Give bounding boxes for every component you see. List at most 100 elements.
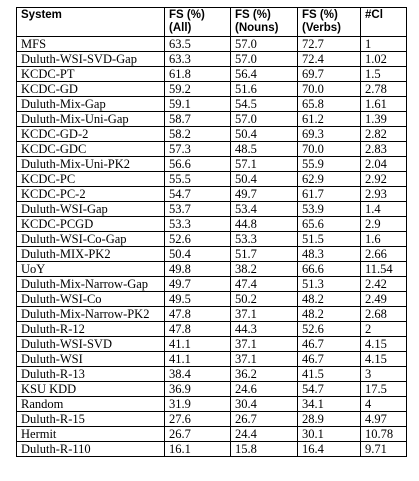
table-row: Duluth-R-15 27.6 26.7 28.9 4.97 <box>16 411 407 427</box>
cell-fs-verbs: 41.5 <box>297 366 361 382</box>
cell-fs-all: 16.1 <box>164 441 231 457</box>
cell-num-clusters: 3 <box>360 366 407 382</box>
cell-fs-verbs: 51.5 <box>297 231 361 247</box>
cell-fs-verbs: 46.7 <box>297 351 361 367</box>
cell-num-clusters: 1.4 <box>360 201 407 217</box>
cell-fs-nouns: 57.1 <box>230 156 298 172</box>
header-fs-verbs: FS (%) (Verbs) <box>297 7 361 37</box>
cell-fs-nouns: 24.6 <box>230 381 298 397</box>
cell-fs-verbs: 54.7 <box>297 381 361 397</box>
cell-fs-nouns: 15.8 <box>230 441 298 457</box>
cell-fs-nouns: 50.4 <box>230 171 298 187</box>
cell-fs-nouns: 53.4 <box>230 201 298 217</box>
cell-fs-all: 57.3 <box>164 141 231 157</box>
cell-fs-nouns: 37.1 <box>230 336 298 352</box>
cell-system: KCDC-GD-2 <box>16 126 165 142</box>
cell-fs-verbs: 46.7 <box>297 336 361 352</box>
cell-fs-all: 31.9 <box>164 396 231 412</box>
table-row: Duluth-R-110 16.1 15.8 16.4 9.71 <box>16 441 407 457</box>
table-row: Duluth-Mix-Narrow-Gap 49.7 47.4 51.3 2.42 <box>16 276 407 292</box>
table-row: Duluth-WSI 41.1 37.1 46.7 4.15 <box>16 351 407 367</box>
cell-num-clusters: 1.02 <box>360 51 407 67</box>
cell-fs-verbs: 34.1 <box>297 396 361 412</box>
table-row: Duluth-WSI-Gap 53.7 53.4 53.9 1.4 <box>16 201 407 217</box>
cell-fs-nouns: 50.4 <box>230 126 298 142</box>
cell-num-clusters: 9.71 <box>360 441 407 457</box>
cell-fs-nouns: 37.1 <box>230 351 298 367</box>
cell-num-clusters: 2.9 <box>360 216 407 232</box>
cell-num-clusters: 1.5 <box>360 66 407 82</box>
table-row: KCDC-GD 59.2 51.6 70.0 2.78 <box>16 81 407 97</box>
cell-system: MFS <box>16 36 165 52</box>
cell-fs-verbs: 53.9 <box>297 201 361 217</box>
cell-system: KCDC-PCGD <box>16 216 165 232</box>
cell-fs-nouns: 48.5 <box>230 141 298 157</box>
cell-fs-all: 36.9 <box>164 381 231 397</box>
cell-fs-nouns: 50.2 <box>230 291 298 307</box>
cell-system: UoY <box>16 261 165 277</box>
cell-num-clusters: 2.92 <box>360 171 407 187</box>
cell-fs-verbs: 62.9 <box>297 171 361 187</box>
cell-num-clusters: 4.15 <box>360 336 407 352</box>
cell-fs-verbs: 70.0 <box>297 81 361 97</box>
cell-fs-all: 50.4 <box>164 246 231 262</box>
cell-num-clusters: 2.83 <box>360 141 407 157</box>
cell-num-clusters: 2.78 <box>360 81 407 97</box>
cell-num-clusters: 2.04 <box>360 156 407 172</box>
cell-fs-nouns: 57.0 <box>230 51 298 67</box>
cell-fs-verbs: 66.6 <box>297 261 361 277</box>
cell-fs-all: 47.8 <box>164 306 231 322</box>
cell-fs-all: 63.3 <box>164 51 231 67</box>
table-row: KCDC-PCGD 53.3 44.8 65.6 2.9 <box>16 216 407 232</box>
cell-num-clusters: 4.15 <box>360 351 407 367</box>
cell-fs-all: 58.7 <box>164 111 231 127</box>
cell-fs-verbs: 52.6 <box>297 321 361 337</box>
cell-fs-verbs: 65.8 <box>297 96 361 112</box>
cell-fs-all: 52.6 <box>164 231 231 247</box>
cell-fs-all: 41.1 <box>164 351 231 367</box>
header-system: System <box>16 7 165 37</box>
table-row: KSU KDD 36.9 24.6 54.7 17.5 <box>16 381 407 397</box>
cell-fs-all: 41.1 <box>164 336 231 352</box>
cell-fs-nouns: 57.0 <box>230 111 298 127</box>
table-row: Duluth-Mix-Gap 59.1 54.5 65.8 1.61 <box>16 96 407 112</box>
cell-fs-nouns: 26.7 <box>230 411 298 427</box>
cell-fs-verbs: 61.7 <box>297 186 361 202</box>
cell-fs-nouns: 44.8 <box>230 216 298 232</box>
cell-fs-verbs: 70.0 <box>297 141 361 157</box>
cell-num-clusters: 1.39 <box>360 111 407 127</box>
table-row: Duluth-Mix-Uni-Gap 58.7 57.0 61.2 1.39 <box>16 111 407 127</box>
cell-fs-nouns: 53.3 <box>230 231 298 247</box>
cell-fs-nouns: 54.5 <box>230 96 298 112</box>
table-row: KCDC-PC-2 54.7 49.7 61.7 2.93 <box>16 186 407 202</box>
table-row: Duluth-WSI-SVD 41.1 37.1 46.7 4.15 <box>16 336 407 352</box>
cell-system: Duluth-Mix-Uni-Gap <box>16 111 165 127</box>
cell-fs-verbs: 72.7 <box>297 36 361 52</box>
results-table: System FS (%) (All) FS (%) (Nouns) FS (%… <box>16 7 407 457</box>
cell-fs-all: 63.5 <box>164 36 231 52</box>
cell-fs-verbs: 48.2 <box>297 306 361 322</box>
cell-fs-all: 54.7 <box>164 186 231 202</box>
cell-system: Duluth-WSI-Co-Gap <box>16 231 165 247</box>
results-table-container: System FS (%) (All) FS (%) (Nouns) FS (%… <box>16 7 407 457</box>
cell-system: Duluth-Mix-Uni-PK2 <box>16 156 165 172</box>
cell-fs-verbs: 69.3 <box>297 126 361 142</box>
cell-system: KCDC-GD <box>16 81 165 97</box>
cell-fs-nouns: 51.6 <box>230 81 298 97</box>
table-row: Duluth-Mix-Uni-PK2 56.6 57.1 55.9 2.04 <box>16 156 407 172</box>
cell-num-clusters: 1.61 <box>360 96 407 112</box>
cell-fs-all: 27.6 <box>164 411 231 427</box>
cell-system: Duluth-R-15 <box>16 411 165 427</box>
cell-system: KCDC-GDC <box>16 141 165 157</box>
cell-system: Hermit <box>16 426 165 442</box>
table-body: MFS 63.5 57.0 72.7 1 Duluth-WSI-SVD-Gap 63.3 57… <box>16 36 407 457</box>
cell-num-clusters: 2.68 <box>360 306 407 322</box>
table-row: Random 31.9 30.4 34.1 4 <box>16 396 407 412</box>
table-row: UoY 49.8 38.2 66.6 11.54 <box>16 261 407 277</box>
cell-fs-nouns: 37.1 <box>230 306 298 322</box>
cell-system: Duluth-Mix-Gap <box>16 96 165 112</box>
cell-fs-nouns: 30.4 <box>230 396 298 412</box>
header-num-clusters: #Cl <box>360 7 407 37</box>
cell-fs-all: 38.4 <box>164 366 231 382</box>
cell-fs-nouns: 24.4 <box>230 426 298 442</box>
